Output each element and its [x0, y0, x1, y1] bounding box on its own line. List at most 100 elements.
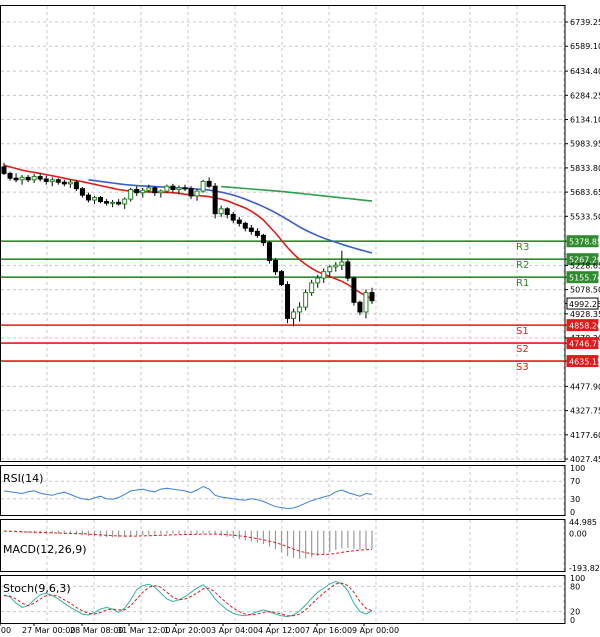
candle-body [176, 187, 182, 190]
macd-label: MACD(12,26,9) [3, 543, 87, 556]
candle-body [194, 190, 200, 197]
candle-body [61, 181, 67, 185]
candle-body [146, 187, 152, 191]
price-tick-label: 5983.95 [570, 140, 600, 149]
candle-body [327, 266, 333, 273]
price-tag-box [566, 253, 599, 266]
price-tick-label: 5228.65 [570, 261, 600, 270]
candle-body [49, 179, 55, 182]
indicator-tick-label: 20 [570, 608, 580, 617]
candle-body [230, 213, 236, 221]
price-tag-label: 4746.71 [569, 340, 600, 349]
candle-body [164, 185, 170, 192]
indicator-tick-label: 70 [570, 477, 580, 486]
moving-averages [3, 164, 373, 300]
time-tick-label: 31 Mar 12:00 [117, 626, 170, 635]
indicator-tick-label: 100 [570, 464, 585, 473]
candle-body [1, 166, 7, 174]
candle-body [266, 242, 272, 261]
candle-body [315, 277, 321, 284]
panel-frames [0, 5, 566, 624]
ma-line-1 [88, 179, 373, 254]
candle-body [73, 181, 79, 190]
time-tick-label: 3 Apr 04:00 [211, 626, 258, 635]
candle-body [279, 271, 285, 286]
price-tag-label: 5155.74 [569, 274, 600, 283]
stoch-panel-line-1 [3, 582, 373, 617]
candle-body [43, 178, 49, 182]
price-tick-label: 5833.80 [570, 164, 600, 173]
price-tag-label: 5378.85 [569, 238, 600, 247]
candle-body [224, 208, 230, 215]
price-tick-label: 4177.60 [570, 431, 600, 440]
indicator-tick-label: 30 [570, 495, 580, 504]
candle-body [285, 284, 291, 319]
indicator-tick-label: 80 [570, 582, 580, 591]
price-tick-label: 6284.25 [570, 91, 600, 100]
level-label-s1: S1 [516, 326, 529, 337]
time-tick-label: 27 Mar 00:00 [22, 626, 75, 635]
price-tick-label: 4327.75 [570, 407, 600, 416]
candle-body [25, 176, 31, 181]
macd-signal-line [3, 530, 373, 556]
price-tick-label: 6589.10 [570, 42, 600, 51]
candle-body [31, 176, 37, 181]
candle-body [363, 292, 369, 313]
time-tick-label: 1 Apr 20:00 [164, 626, 211, 635]
candle-body [272, 259, 278, 273]
panel-frame-1 [0, 465, 566, 516]
indicator-tick-label: 100 [570, 574, 585, 583]
candle-body [369, 292, 375, 302]
candle-body [79, 188, 85, 196]
level-label-s3: S3 [516, 362, 529, 373]
candle-body [188, 188, 194, 197]
candle-body [200, 180, 206, 192]
price-tag-box [566, 319, 599, 332]
rsi-panel-label: RSI(14) [3, 472, 43, 485]
price-tag-box [566, 337, 599, 350]
candle-body [170, 185, 176, 190]
candle-body [91, 197, 97, 201]
candle-body [67, 181, 73, 185]
candle-body [254, 230, 260, 236]
stoch-panel-label: Stoch(9,6,3) [3, 582, 71, 595]
rsi-panel-line-0 [3, 485, 373, 510]
grid-lines [1, 6, 565, 623]
price-tag-box [566, 271, 599, 284]
candle-body [351, 277, 357, 303]
price-tag-label: 5267.29 [569, 256, 600, 265]
candle-body [85, 194, 91, 201]
macd-tick-label: -193.827 [569, 564, 600, 573]
candle-body [128, 188, 134, 200]
price-tick-label: 4928.35 [570, 310, 600, 319]
candle-body [321, 271, 327, 279]
price-tick-label: 5078.50 [570, 286, 600, 295]
price-tick-label: 5683.65 [570, 188, 600, 197]
level-label-r2: R2 [516, 260, 529, 271]
time-tick-label: 7 Apr 16:00 [305, 626, 352, 635]
price-tick-label: 6739.25 [570, 18, 600, 27]
macd-tick-label: 0.00 [569, 530, 587, 539]
price-tag-box [566, 297, 599, 310]
candle-body [182, 187, 188, 190]
candle-body [104, 201, 110, 204]
candle-body [55, 179, 61, 183]
stoch-panel-line-0 [3, 580, 373, 618]
candle-body [116, 201, 122, 205]
candle-body [13, 177, 19, 181]
candle-body [158, 190, 164, 194]
price-axis: 6739.25 6589.10 6434.40 6284.25 6134.10 5983.… [565, 18, 600, 464]
time-tick-label: 28 Mar 08:00 [70, 626, 123, 635]
candle-body [152, 187, 158, 194]
candle-body [291, 311, 297, 319]
candle-body [98, 197, 104, 203]
candle-body [19, 176, 25, 181]
candle-body [122, 198, 128, 205]
candle-body [37, 176, 43, 180]
price-tag-label: 4858.26 [569, 322, 600, 331]
price-tag-box [566, 355, 599, 368]
candle-body [303, 292, 309, 308]
